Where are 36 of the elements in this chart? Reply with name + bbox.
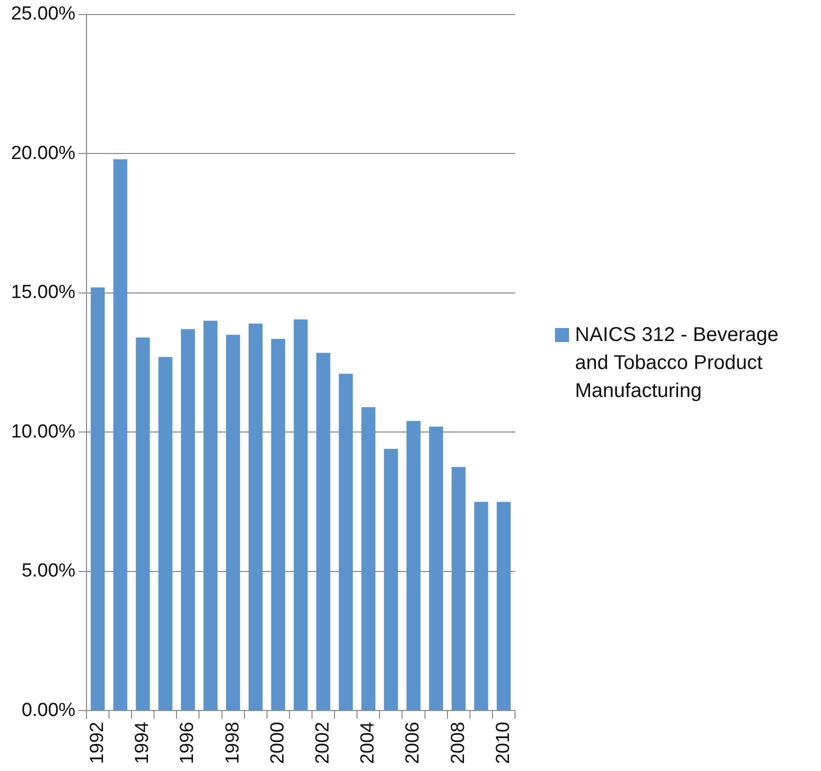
x-tick-label: 2004: [358, 721, 379, 764]
bar: [90, 287, 105, 710]
bar: [384, 448, 398, 710]
y-tick-label: 5.00%: [22, 560, 76, 582]
bar: [338, 374, 353, 710]
y-tick-label: 10.00%: [10, 421, 76, 442]
bar: [452, 467, 466, 710]
bar: [180, 329, 195, 710]
x-tick-label: 2000: [267, 722, 288, 764]
x-tick-label: 1994: [132, 721, 154, 764]
bar: [294, 319, 308, 710]
y-tick-label: 20.00%: [10, 142, 76, 164]
legend-label: NAICS 312 - Beverage and Tobacco Product Manufacturing: [575, 322, 780, 404]
x-tick-label: 2006: [402, 722, 424, 764]
bar: [316, 352, 330, 710]
bar: [361, 407, 376, 710]
x-tick-label: 2010: [492, 722, 514, 764]
bar: [474, 502, 488, 710]
x-tick-label: 1998: [222, 722, 244, 764]
bar: [248, 324, 263, 710]
y-tick-label: 25.00%: [10, 4, 76, 25]
x-tick-label: 1992: [86, 722, 108, 764]
bar: [136, 338, 150, 710]
bar: [496, 502, 511, 710]
x-tick-label: 2008: [448, 722, 469, 764]
x-tick-label: 1996: [177, 722, 198, 764]
y-tick-label: 0.00%: [22, 700, 76, 721]
bar: [226, 334, 240, 710]
bar: [406, 421, 420, 710]
bar: [113, 159, 128, 710]
x-tick-label: 2002: [312, 722, 334, 764]
y-tick-label: 15.00%: [10, 282, 76, 304]
bar: [271, 338, 286, 710]
bar: [204, 320, 218, 710]
bar: [158, 356, 172, 710]
bar: [429, 426, 444, 710]
